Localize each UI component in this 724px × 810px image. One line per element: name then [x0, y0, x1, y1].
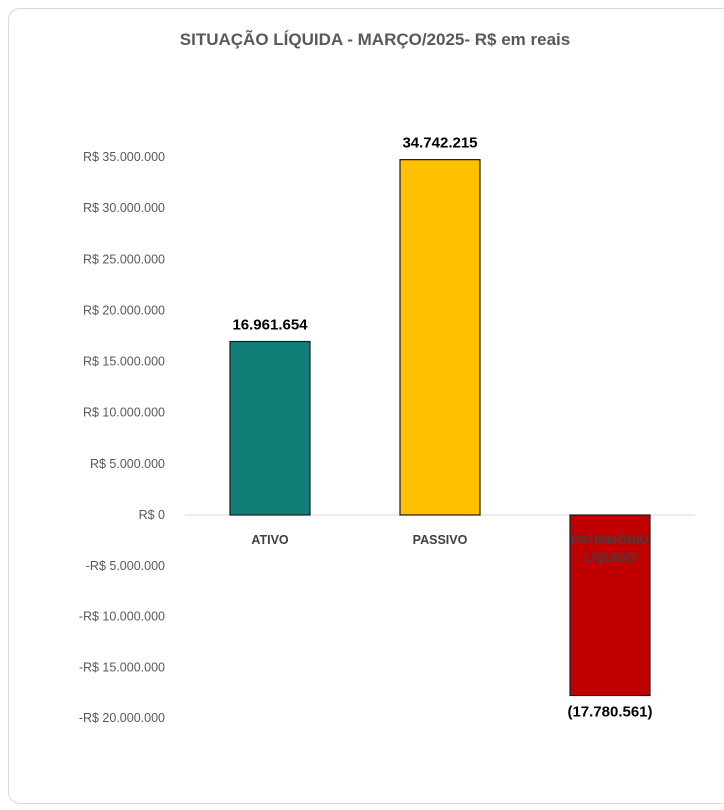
y-tick-label: R$ 10.000.000 [83, 406, 165, 420]
y-tick-label: R$ 15.000.000 [83, 355, 165, 369]
bar-series [229, 159, 651, 697]
y-tick-label: -R$ 5.000.000 [86, 559, 165, 573]
chart-title: SITUAÇÃO LÍQUIDA - MARÇO/2025- R$ em rea… [179, 30, 571, 49]
y-tick-label: R$ 30.000.000 [83, 201, 165, 215]
data-label: 16.961.654 [232, 317, 308, 334]
x-axis: ATIVO PASSIVO PATRIMÔNIO LÍQUIDO [251, 532, 649, 565]
y-tick-label: R$ 20.000.000 [83, 303, 165, 317]
y-tick-label: R$ 5.000.000 [90, 457, 165, 471]
y-tick-label: -R$ 10.000.000 [79, 610, 165, 624]
data-labels: 16.961.654 34.742.215 (17.780.561) [232, 135, 652, 721]
x-tick-label: ATIVO [251, 533, 289, 547]
x-tick-label: PATRIMÔNIO LÍQUIDO [571, 532, 649, 565]
y-tick-label: -R$ 20.000.000 [79, 711, 165, 725]
y-tick-label: R$ 25.000.000 [83, 252, 165, 266]
data-label: 34.742.215 [402, 135, 477, 152]
bar-passivo [399, 159, 481, 516]
x-tick-label: PASSIVO [413, 533, 468, 547]
y-tick-label: R$ 35.000.000 [83, 150, 165, 164]
y-tick-label: R$ 0 [139, 508, 165, 522]
bar-ativo [229, 340, 311, 516]
y-axis: R$ 35.000.000 R$ 30.000.000 R$ 25.000.000 R… [79, 150, 165, 725]
y-tick-label: -R$ 15.000.000 [79, 660, 165, 674]
data-label: (17.780.561) [567, 703, 652, 720]
bar-patrim-nio-l-quido [569, 514, 651, 697]
